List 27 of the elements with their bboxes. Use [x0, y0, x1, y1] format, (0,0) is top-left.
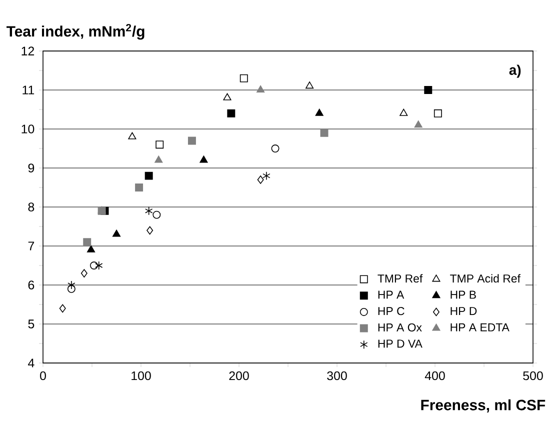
legend-label: HP A Ox — [378, 323, 422, 332]
y-axis-title: Tear index, mNm$^{2}$/g — [6, 24, 144, 40]
legend-label: HP D — [450, 307, 477, 315]
y-tick-label: 4 — [28, 358, 34, 368]
y-tick-label: 5 — [28, 320, 34, 328]
annotation: a) — [509, 64, 521, 78]
y-tick-label: 7 — [28, 242, 34, 250]
x-tick-label: 400 — [424, 371, 445, 380]
y-tick-label: 10 — [22, 124, 34, 134]
legend-label: HP A — [378, 290, 404, 299]
legend-label: TMP Acid Ref — [450, 274, 520, 283]
x-tick-label: 200 — [229, 371, 249, 380]
y-tick-label: 9 — [28, 164, 34, 172]
y-tick-label: 6 — [28, 280, 34, 290]
x-tick-label: 300 — [327, 371, 347, 380]
legend-label: HP C — [378, 307, 404, 316]
legend-label: HP A EDTA — [450, 323, 510, 332]
legend-label: HP B — [450, 290, 476, 299]
x-tick-label: 100 — [132, 371, 151, 380]
legend-label: HP D VA — [378, 340, 422, 348]
x-tick-label: 0 — [40, 371, 46, 380]
y-tick-label: 8 — [28, 202, 34, 212]
y-tick-label: 12 — [22, 46, 34, 56]
x-axis-title: Freeness, ml CSF — [421, 399, 546, 412]
x-tick-label: 500 — [523, 371, 543, 380]
legend-label: TMP Ref — [378, 274, 423, 283]
y-tick-label: 11 — [22, 86, 34, 94]
